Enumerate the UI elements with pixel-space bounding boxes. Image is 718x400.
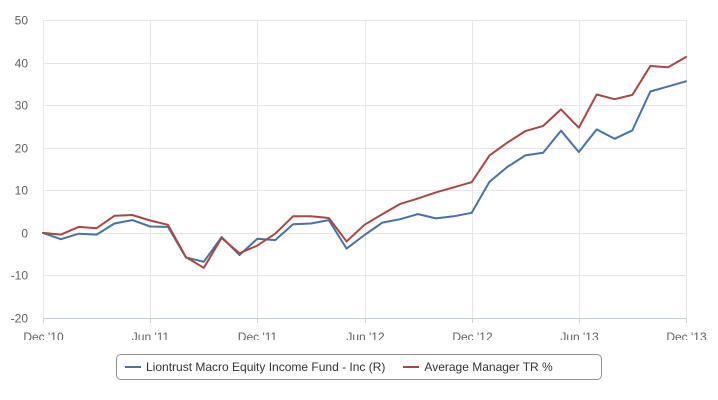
x-tick-label: Dec '10: [23, 330, 64, 340]
y-tick-label: -10: [11, 269, 29, 283]
y-tick-label: 10: [15, 184, 29, 198]
legend-label-fund: Liontrust Macro Equity Income Fund - Inc…: [146, 360, 386, 374]
y-tick-label: 0: [21, 227, 28, 241]
grid-layer: [43, 20, 687, 319]
series-line-fund: [42, 80, 687, 263]
y-tick-label: 30: [15, 99, 29, 113]
x-tick-label: Jun '13: [560, 330, 599, 340]
x-tick-label: Jun '11: [132, 330, 170, 340]
legend-item-fund[interactable]: Liontrust Macro Equity Income Fund - Inc…: [125, 360, 385, 374]
legend-swatch-average: [403, 366, 420, 368]
y-tick-label: 20: [15, 142, 29, 156]
series-layer: [42, 56, 687, 269]
x-tick-label: Dec '13: [666, 330, 707, 340]
y-tick-label: 40: [15, 57, 29, 71]
series-line-average: [42, 56, 687, 269]
line-chart: 50 40 30 20 10 0 -10 -20 Dec '10 Jun '11 Dec '11 Ju…: [11, 14, 707, 341]
legend: Liontrust Macro Equity Income Fund - Inc…: [116, 354, 602, 380]
legend-label-average: Average Manager TR %: [424, 360, 553, 374]
x-tick-label: Dec '11: [238, 330, 278, 340]
axis-layer: 50 40 30 20 10 0 -10 -20 Dec '10 Jun '11 Dec '11 Ju…: [11, 14, 707, 341]
x-tick-label: Dec '12: [452, 330, 493, 340]
legend-swatch-fund: [125, 366, 141, 368]
legend-item-average[interactable]: Average Manager TR %: [403, 360, 553, 374]
x-tick-label: Jun '12: [346, 330, 385, 340]
y-tick-label: 50: [15, 14, 29, 28]
y-tick-label: -20: [11, 312, 29, 326]
